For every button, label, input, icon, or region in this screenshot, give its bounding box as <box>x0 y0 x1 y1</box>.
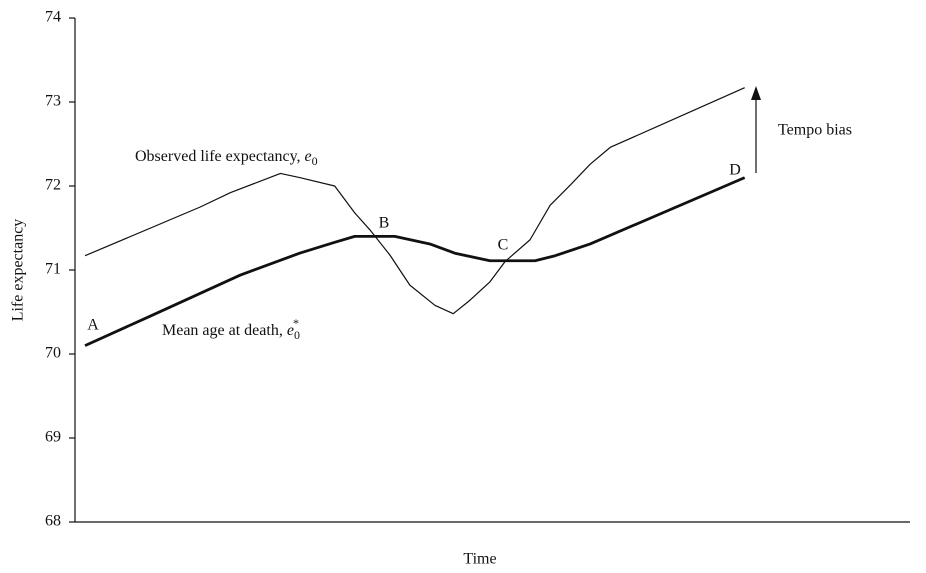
y-tick-label: 71 <box>45 261 61 278</box>
series-line <box>84 87 745 315</box>
point-label: A <box>87 317 99 334</box>
annotation-text: Mean age at death, <box>162 322 287 339</box>
annotation-sub: 0 <box>294 328 300 342</box>
x-axis-label: Time <box>463 551 496 568</box>
annotation-sup: * <box>293 316 299 330</box>
annotation-text: Observed life expectancy, <box>135 148 305 165</box>
y-tick-label: 68 <box>45 513 61 530</box>
tempo-arrowhead <box>751 86 761 100</box>
annotation: Observed life expectancy, e0 <box>135 148 318 168</box>
annotation: Tempo bias <box>778 122 852 139</box>
point-label: D <box>729 162 741 179</box>
annotation-symbol: e <box>287 322 294 339</box>
y-tick-label: 72 <box>45 177 61 194</box>
annotation-symbol: e <box>305 148 312 165</box>
y-tick-label: 73 <box>45 93 61 110</box>
point-label: C <box>498 237 509 254</box>
annotation: Mean age at death, e0* <box>162 316 300 342</box>
y-tick-label: 70 <box>45 345 61 362</box>
y-tick-label: 74 <box>45 9 61 26</box>
point-label: B <box>379 215 390 232</box>
y-tick-label: 69 <box>45 429 61 446</box>
y-axis-label: Life expectancy <box>10 219 27 322</box>
series-line <box>84 176 746 347</box>
annotation-sub: 0 <box>312 154 318 168</box>
